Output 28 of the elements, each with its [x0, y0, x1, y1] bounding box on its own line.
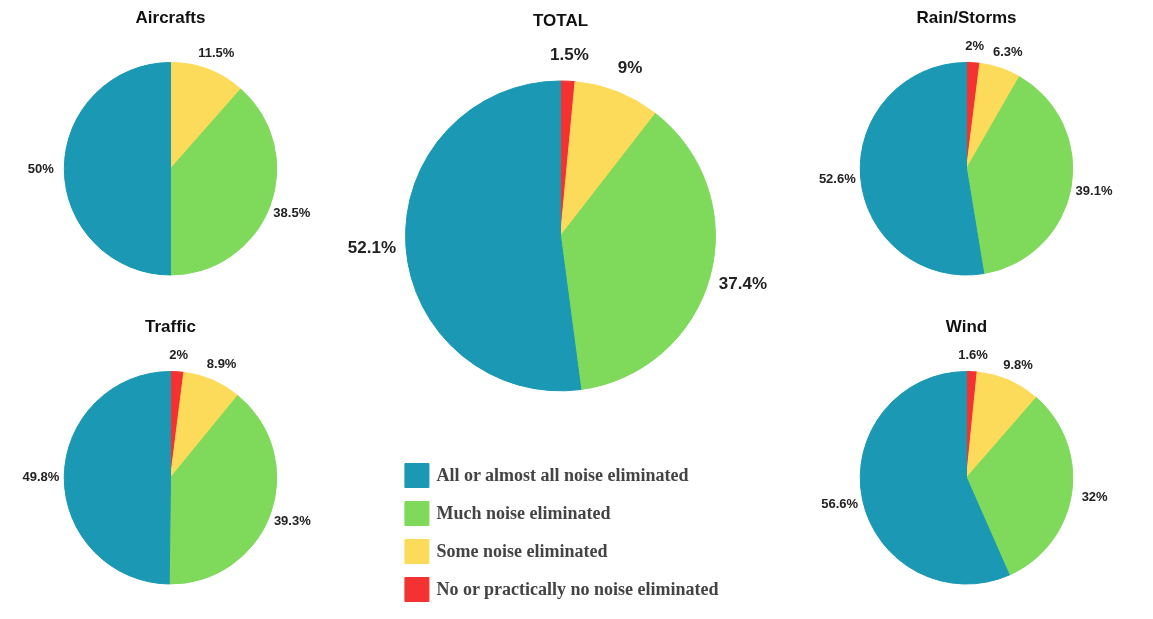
data-label: 8.9% [206, 356, 237, 372]
data-label: 9% [617, 57, 643, 77]
chart-title: Traffic [144, 316, 197, 336]
data-label: 32% [1081, 488, 1109, 504]
data-label: 38.5% [273, 205, 311, 221]
data-label: 37.4% [718, 273, 768, 293]
data-label: 2% [169, 346, 189, 362]
chart-title: TOTAL [532, 11, 589, 31]
data-label: 6.3% [992, 43, 1023, 59]
data-label: 1.6% [958, 346, 989, 362]
data-label: 56.6% [821, 495, 859, 511]
chart-title: Aircrafts [135, 7, 206, 27]
data-label: 9.8% [1003, 356, 1034, 372]
data-label: 39.1% [1075, 183, 1113, 199]
legend-label: No or practically no noise eliminated [436, 578, 719, 600]
chart-title: Wind [945, 316, 988, 336]
data-label: 39.3% [273, 512, 312, 528]
chart-title: Rain/Storms [916, 7, 1017, 27]
legend-label: Much noise eliminated [436, 502, 611, 524]
legend-label: Some noise eliminated [436, 540, 608, 562]
data-label: 52.6% [818, 171, 857, 187]
data-label: 49.8% [22, 469, 60, 485]
data-label: 2% [965, 37, 985, 53]
data-label: 52.1% [347, 238, 396, 258]
data-label: 50% [27, 161, 55, 177]
data-label: 1.5% [550, 45, 589, 65]
data-label: 11.5% [198, 45, 235, 61]
legend-label: All or almost all noise eliminated [436, 464, 689, 486]
